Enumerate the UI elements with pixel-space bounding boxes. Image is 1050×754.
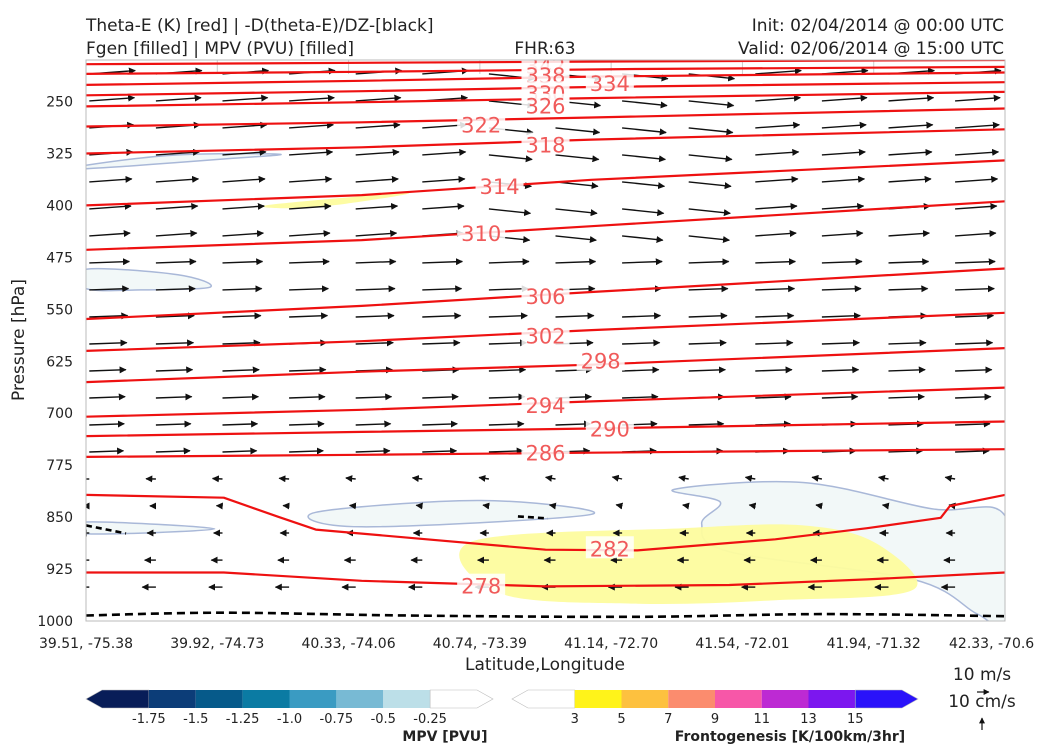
mpv-colorbar-title: MPV [PVU] [402, 729, 487, 745]
x-tick-label: 39.51, -75.38 [39, 636, 133, 652]
title-left-2: Fgen [filled] | MPV (PVU) [filled] [86, 39, 354, 59]
y-tick-label: 250 [46, 95, 73, 111]
y-tick-label: 850 [46, 510, 73, 526]
fgen-colorbar: 3 5 7 9 11 13 15 [512, 690, 918, 727]
contour-label: 322 [461, 113, 501, 137]
contour-label: 282 [590, 537, 630, 561]
forecast-hour: FHR:63 [514, 39, 575, 59]
colorbar-tick: 9 [711, 712, 719, 727]
colorbar-tick: -1.25 [226, 712, 260, 727]
contour-label: 318 [525, 133, 565, 157]
contour-label: 306 [525, 285, 565, 309]
colorbar-cell [336, 690, 383, 708]
colorbar-cell [762, 690, 809, 708]
wind-vector [350, 505, 356, 506]
wind-vector [749, 505, 755, 506]
wind-vector [683, 505, 689, 506]
vector-key-horizontal-label: 10 m/s [953, 665, 1011, 685]
contour-label: 286 [525, 442, 565, 466]
colorbar-cell [290, 690, 337, 708]
wind-vector [416, 505, 422, 506]
x-tick-label: 39.92, -74.73 [170, 636, 264, 652]
init-time: Init: 02/04/2014 @ 00:00 UTC [752, 16, 1004, 36]
x-tick-label: 42.33, -70.6 [949, 636, 1034, 652]
mpv-colorbar: -1.75 -1.5 -1.25 -1.0 -0.75 -0.5 -0.25 [86, 690, 493, 727]
y-tick-label: 775 [46, 458, 73, 474]
colorbar-cell [243, 690, 290, 708]
colorbar-tick: 15 [847, 712, 864, 727]
colorbar-tick: -0.5 [371, 712, 396, 727]
contour-label: 298 [581, 350, 621, 374]
colorbar-tick: -0.75 [320, 712, 354, 727]
y-tick-label: 700 [46, 406, 73, 422]
y-axis-label: Pressure [hPa] [9, 279, 29, 401]
colorbar-cell [196, 690, 243, 708]
wind-vector [883, 505, 889, 506]
y-tick-label: 925 [46, 562, 73, 578]
contour-label: 290 [590, 417, 630, 441]
fgen-region-1 [459, 524, 917, 604]
x-tick-label: 40.74, -73.39 [433, 636, 527, 652]
x-axis: 39.51, -75.38 39.92, -74.73 40.33, -74.06 4… [39, 636, 1034, 652]
y-tick-label: 475 [46, 250, 73, 266]
y-tick-label: 625 [46, 354, 73, 370]
wind-vector [213, 479, 223, 480]
colorbar-tick: -1.75 [132, 712, 166, 727]
wind-vector [816, 505, 822, 506]
colorbar-cell [715, 690, 762, 708]
colorbar-tick: -0.25 [413, 712, 447, 727]
y-axis: 250 325 400 475 550 625 700 775 850 925 1000 [37, 95, 73, 630]
x-tick-label: 40.33, -74.06 [302, 636, 396, 652]
contour-label: 294 [525, 394, 565, 418]
vector-key-vertical-label: 10 cm/s [948, 692, 1016, 712]
colorbar-cell [622, 690, 669, 708]
y-tick-label: 1000 [37, 614, 73, 630]
colorbar-cell [668, 690, 715, 708]
colorbar-tick: 13 [800, 712, 817, 727]
colorbar-cell [86, 690, 149, 708]
x-tick-label: 41.94, -71.32 [827, 636, 921, 652]
valid-time: Valid: 02/06/2014 @ 15:00 UTC [738, 39, 1004, 59]
colorbar-cell [809, 690, 856, 708]
contour-label: 326 [525, 95, 565, 119]
y-tick-label: 325 [46, 147, 73, 163]
wind-vector [483, 505, 489, 506]
colorbar-cell [383, 690, 430, 708]
contour-label: 278 [461, 575, 501, 599]
y-tick-label: 550 [46, 302, 73, 318]
colorbar-tick: 5 [617, 712, 625, 727]
title-left-1: Theta-E (K) [red] | -D(theta-E)/DZ-[blac… [85, 16, 434, 36]
x-axis-label: Latitude,Longitude [465, 655, 625, 675]
contour-label: 314 [480, 175, 520, 199]
colorbar-cell [855, 690, 918, 708]
colorbar-cell [512, 690, 575, 708]
colorbar-tick: 3 [571, 712, 579, 727]
y-tick-label: 400 [46, 198, 73, 214]
wind-vector [346, 478, 356, 479]
colorbar-tick: -1.0 [277, 712, 302, 727]
wind-vector [550, 505, 556, 506]
wind-vector [279, 478, 289, 479]
colorbar-tick: 11 [753, 712, 770, 727]
colorbar-tick: 7 [664, 712, 672, 727]
fgen-colorbar-title: Frontogenesis [K/100km/3hr] [675, 729, 905, 745]
plot-area: 3423383343303263223183143103063022982942… [70, 54, 1012, 629]
colorbar-tick: -1.5 [183, 712, 208, 727]
x-tick-label: 41.14, -72.70 [564, 636, 658, 652]
colorbar-cell [430, 690, 493, 708]
contour-label: 334 [590, 72, 630, 96]
contour-label: 302 [525, 325, 565, 349]
x-tick-label: 41.54, -72.01 [695, 636, 789, 652]
contour-label: 310 [461, 222, 501, 246]
colorbar-cell [575, 690, 622, 708]
colorbar-cell [149, 690, 196, 708]
